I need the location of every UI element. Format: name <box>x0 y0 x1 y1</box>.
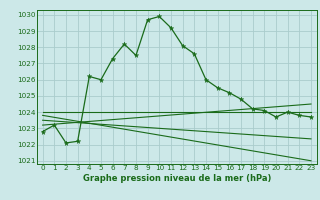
X-axis label: Graphe pression niveau de la mer (hPa): Graphe pression niveau de la mer (hPa) <box>83 174 271 183</box>
